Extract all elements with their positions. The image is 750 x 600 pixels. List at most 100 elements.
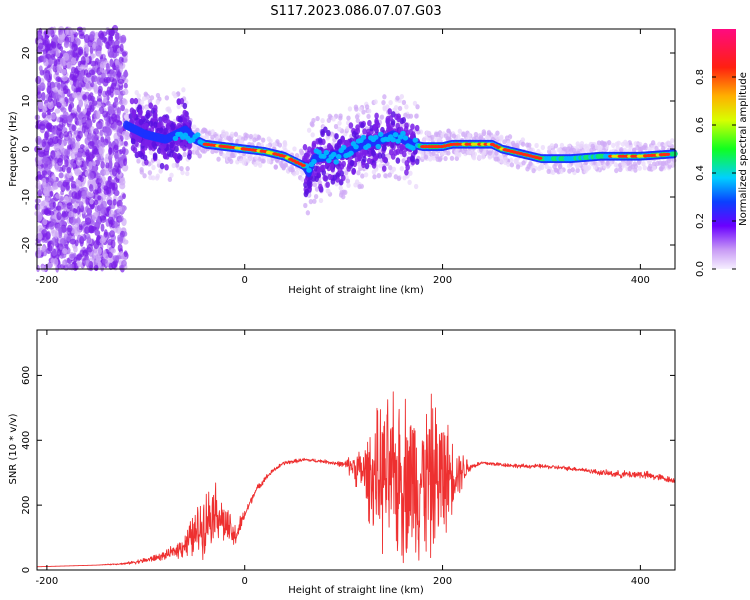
- spectrogram-cell: [498, 154, 504, 160]
- spectrogram-cell: [148, 120, 154, 127]
- spectrogram-cell: [86, 120, 93, 128]
- spectrogram-cell: [100, 200, 107, 210]
- spectrogram-cell: [401, 116, 406, 124]
- spectrogram-cell: [321, 164, 326, 171]
- x-tick-label: 0: [242, 576, 248, 587]
- spectrogram-y-axis-label: Frequency (Hz): [8, 111, 19, 187]
- x-tick-label: -200: [36, 576, 59, 587]
- spectrogram-cell: [272, 141, 277, 147]
- spectrogram-cell: [383, 173, 388, 179]
- spectrogram-cell: [513, 158, 518, 164]
- spectrogram-cell: [329, 162, 335, 170]
- spectrogram-cell: [77, 78, 82, 88]
- spectrogram-cell: [66, 263, 73, 270]
- snr-line: [36, 391, 676, 568]
- spectrogram-cell: [314, 186, 320, 192]
- spectrogram-cell: [493, 156, 499, 162]
- spectrogram-cell: [341, 160, 346, 168]
- spectrogram-cell: [38, 151, 45, 158]
- spectrogram-cell: [37, 31, 42, 41]
- spectrogram-cell: [229, 131, 235, 137]
- spectrogram-cell: [506, 140, 511, 146]
- spectrogram-cell: [650, 144, 655, 151]
- spectrogram-cell: [266, 158, 272, 165]
- spectrogram-cell: [47, 160, 53, 168]
- spectrogram-cell: [58, 28, 64, 35]
- spectrogram-cell: [118, 35, 124, 44]
- spectrogram-cell: [76, 118, 83, 126]
- x-tick-label: 200: [433, 576, 452, 587]
- spectrogram-cell: [338, 115, 343, 121]
- spectrogram-cell: [576, 161, 582, 167]
- spectrogram-cell: [200, 128, 206, 134]
- spectrogram-cell: [364, 104, 370, 110]
- spectrogram-cell: [353, 104, 359, 110]
- y-tick-label: 400: [21, 431, 32, 450]
- spectrogram-cell: [35, 135, 42, 145]
- spectrogram-cell: [443, 133, 449, 139]
- spectrogram-cell: [103, 77, 109, 84]
- spectrogram-cell: [84, 226, 90, 235]
- spectrogram-cell: [410, 156, 416, 163]
- spectrogram-cell: [185, 166, 190, 172]
- spectrogram-cell: [74, 38, 81, 46]
- spectrogram-cell: [575, 167, 580, 173]
- spectrogram-cell: [633, 141, 638, 147]
- spectrogram-cell: [88, 161, 93, 170]
- spectrogram-cell: [576, 144, 581, 150]
- spectrogram-cell: [621, 161, 626, 167]
- spectrogram-cell: [81, 124, 86, 134]
- spectrogram-cell: [327, 144, 332, 151]
- spectrogram-cell: [666, 140, 671, 146]
- spectrogram-cell: [283, 162, 289, 168]
- spectrogram-cell: [71, 124, 77, 132]
- spectrogram-cell: [47, 100, 54, 110]
- spectrogram-cell: [233, 131, 239, 137]
- spectrogram-cell: [91, 100, 98, 106]
- spectrogram-cell: [107, 251, 113, 259]
- spectrogram-cell: [360, 122, 365, 129]
- spectrogram-cell: [117, 78, 125, 84]
- spectrogram-cell: [96, 110, 101, 119]
- spectrogram-cell: [107, 154, 113, 162]
- spectrogram-cell: [45, 122, 53, 129]
- spectrogram-cell: [85, 56, 90, 64]
- spectrogram-cell: [53, 143, 61, 151]
- spectrogram-cell: [590, 143, 595, 149]
- spectrogram-cell: [63, 41, 70, 49]
- spectrogram-cell: [53, 258, 59, 267]
- spectrogram-cell: [87, 172, 95, 181]
- spectrogram-cell: [75, 179, 82, 188]
- spectrogram-cell: [123, 82, 128, 89]
- x-tick-label: 400: [631, 576, 650, 587]
- spectrogram-cell: [378, 163, 383, 169]
- spectrogram-cell: [426, 136, 432, 142]
- spectrogram-cell: [61, 164, 66, 173]
- spectrogram-cell: [114, 32, 120, 41]
- spectrogram-cell: [539, 164, 545, 170]
- spectrogram-cell: [353, 144, 359, 150]
- spectrogram-cell: [51, 159, 56, 167]
- spectrogram-cell: [303, 202, 308, 209]
- spectrogram-cell: [63, 196, 69, 205]
- spectrogram-cell: [401, 99, 407, 106]
- spectrogram-cell: [611, 142, 616, 148]
- spectrogram-cell: [119, 64, 124, 73]
- spectrogram-cell: [174, 145, 179, 153]
- spectrogram-cell: [70, 141, 76, 149]
- spectrogram-cell: [546, 168, 551, 174]
- spectrogram-cell: [82, 108, 87, 114]
- spectrogram-cell: [325, 181, 330, 188]
- spectrogram-cell: [116, 199, 123, 208]
- spectrogram-cell: [227, 136, 232, 142]
- spectrogram-cell: [626, 159, 631, 166]
- spectrogram-cell: [654, 145, 659, 152]
- spectrogram-cell: [227, 156, 232, 162]
- spectrogram-cell: [372, 174, 377, 180]
- spectrogram-cell: [97, 88, 103, 97]
- spectrogram-cell: [351, 168, 356, 175]
- spectrogram-cell: [302, 144, 308, 151]
- spectrogram-cell: [57, 157, 63, 167]
- spectrogram-cell: [171, 162, 176, 169]
- spectrogram-cell: [40, 245, 46, 252]
